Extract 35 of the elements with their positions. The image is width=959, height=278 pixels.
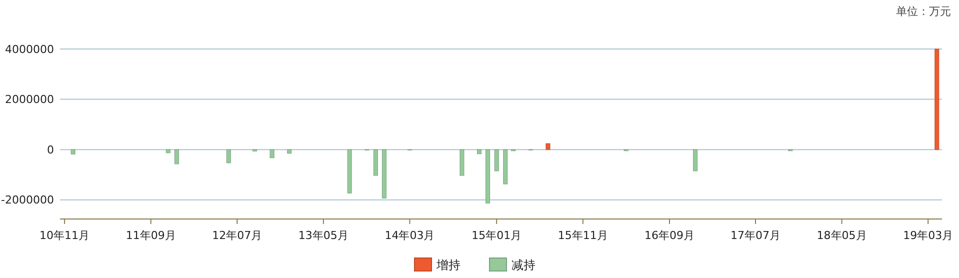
y-tick-label: 0 [47,143,54,156]
text: 单位：万元 [896,5,951,18]
bar [477,149,482,154]
bar [226,149,231,164]
legend-label: 减持 [512,258,536,272]
y-tick-label: -2000000 [1,194,54,207]
x-tick-label: 12年07月 [212,229,262,242]
x-tick-label: 16年09月 [644,229,694,242]
bar [503,149,508,184]
x-tick-label: 13年05月 [298,229,348,242]
bar [373,149,378,176]
bar [460,149,464,176]
bar [166,149,170,154]
bar [270,149,274,158]
x-tick-label: 19年03月 [903,229,954,242]
bar [174,149,179,164]
legend-label: 增持 [436,258,460,272]
bar [546,143,550,150]
bar [347,149,352,194]
bar [486,149,490,204]
x-tick-label: 15年01月 [472,229,522,242]
bar [693,149,698,172]
x-tick-label: 18年05月 [816,229,867,242]
x-tick-label: 15年11月 [558,229,608,242]
bar [287,149,292,154]
bar [382,149,386,198]
x-tick-label: 11年09月 [126,229,176,242]
x-tick-label: 10年11月 [40,229,90,242]
bar [70,149,76,154]
bar [934,48,940,150]
y-tick-label: 2000000 [5,93,54,106]
x-tick-label: 14年03月 [384,229,435,242]
y-tick-label: 4000000 [5,42,54,56]
bar [494,149,499,172]
x-tick-label: 17年07月 [730,229,780,242]
